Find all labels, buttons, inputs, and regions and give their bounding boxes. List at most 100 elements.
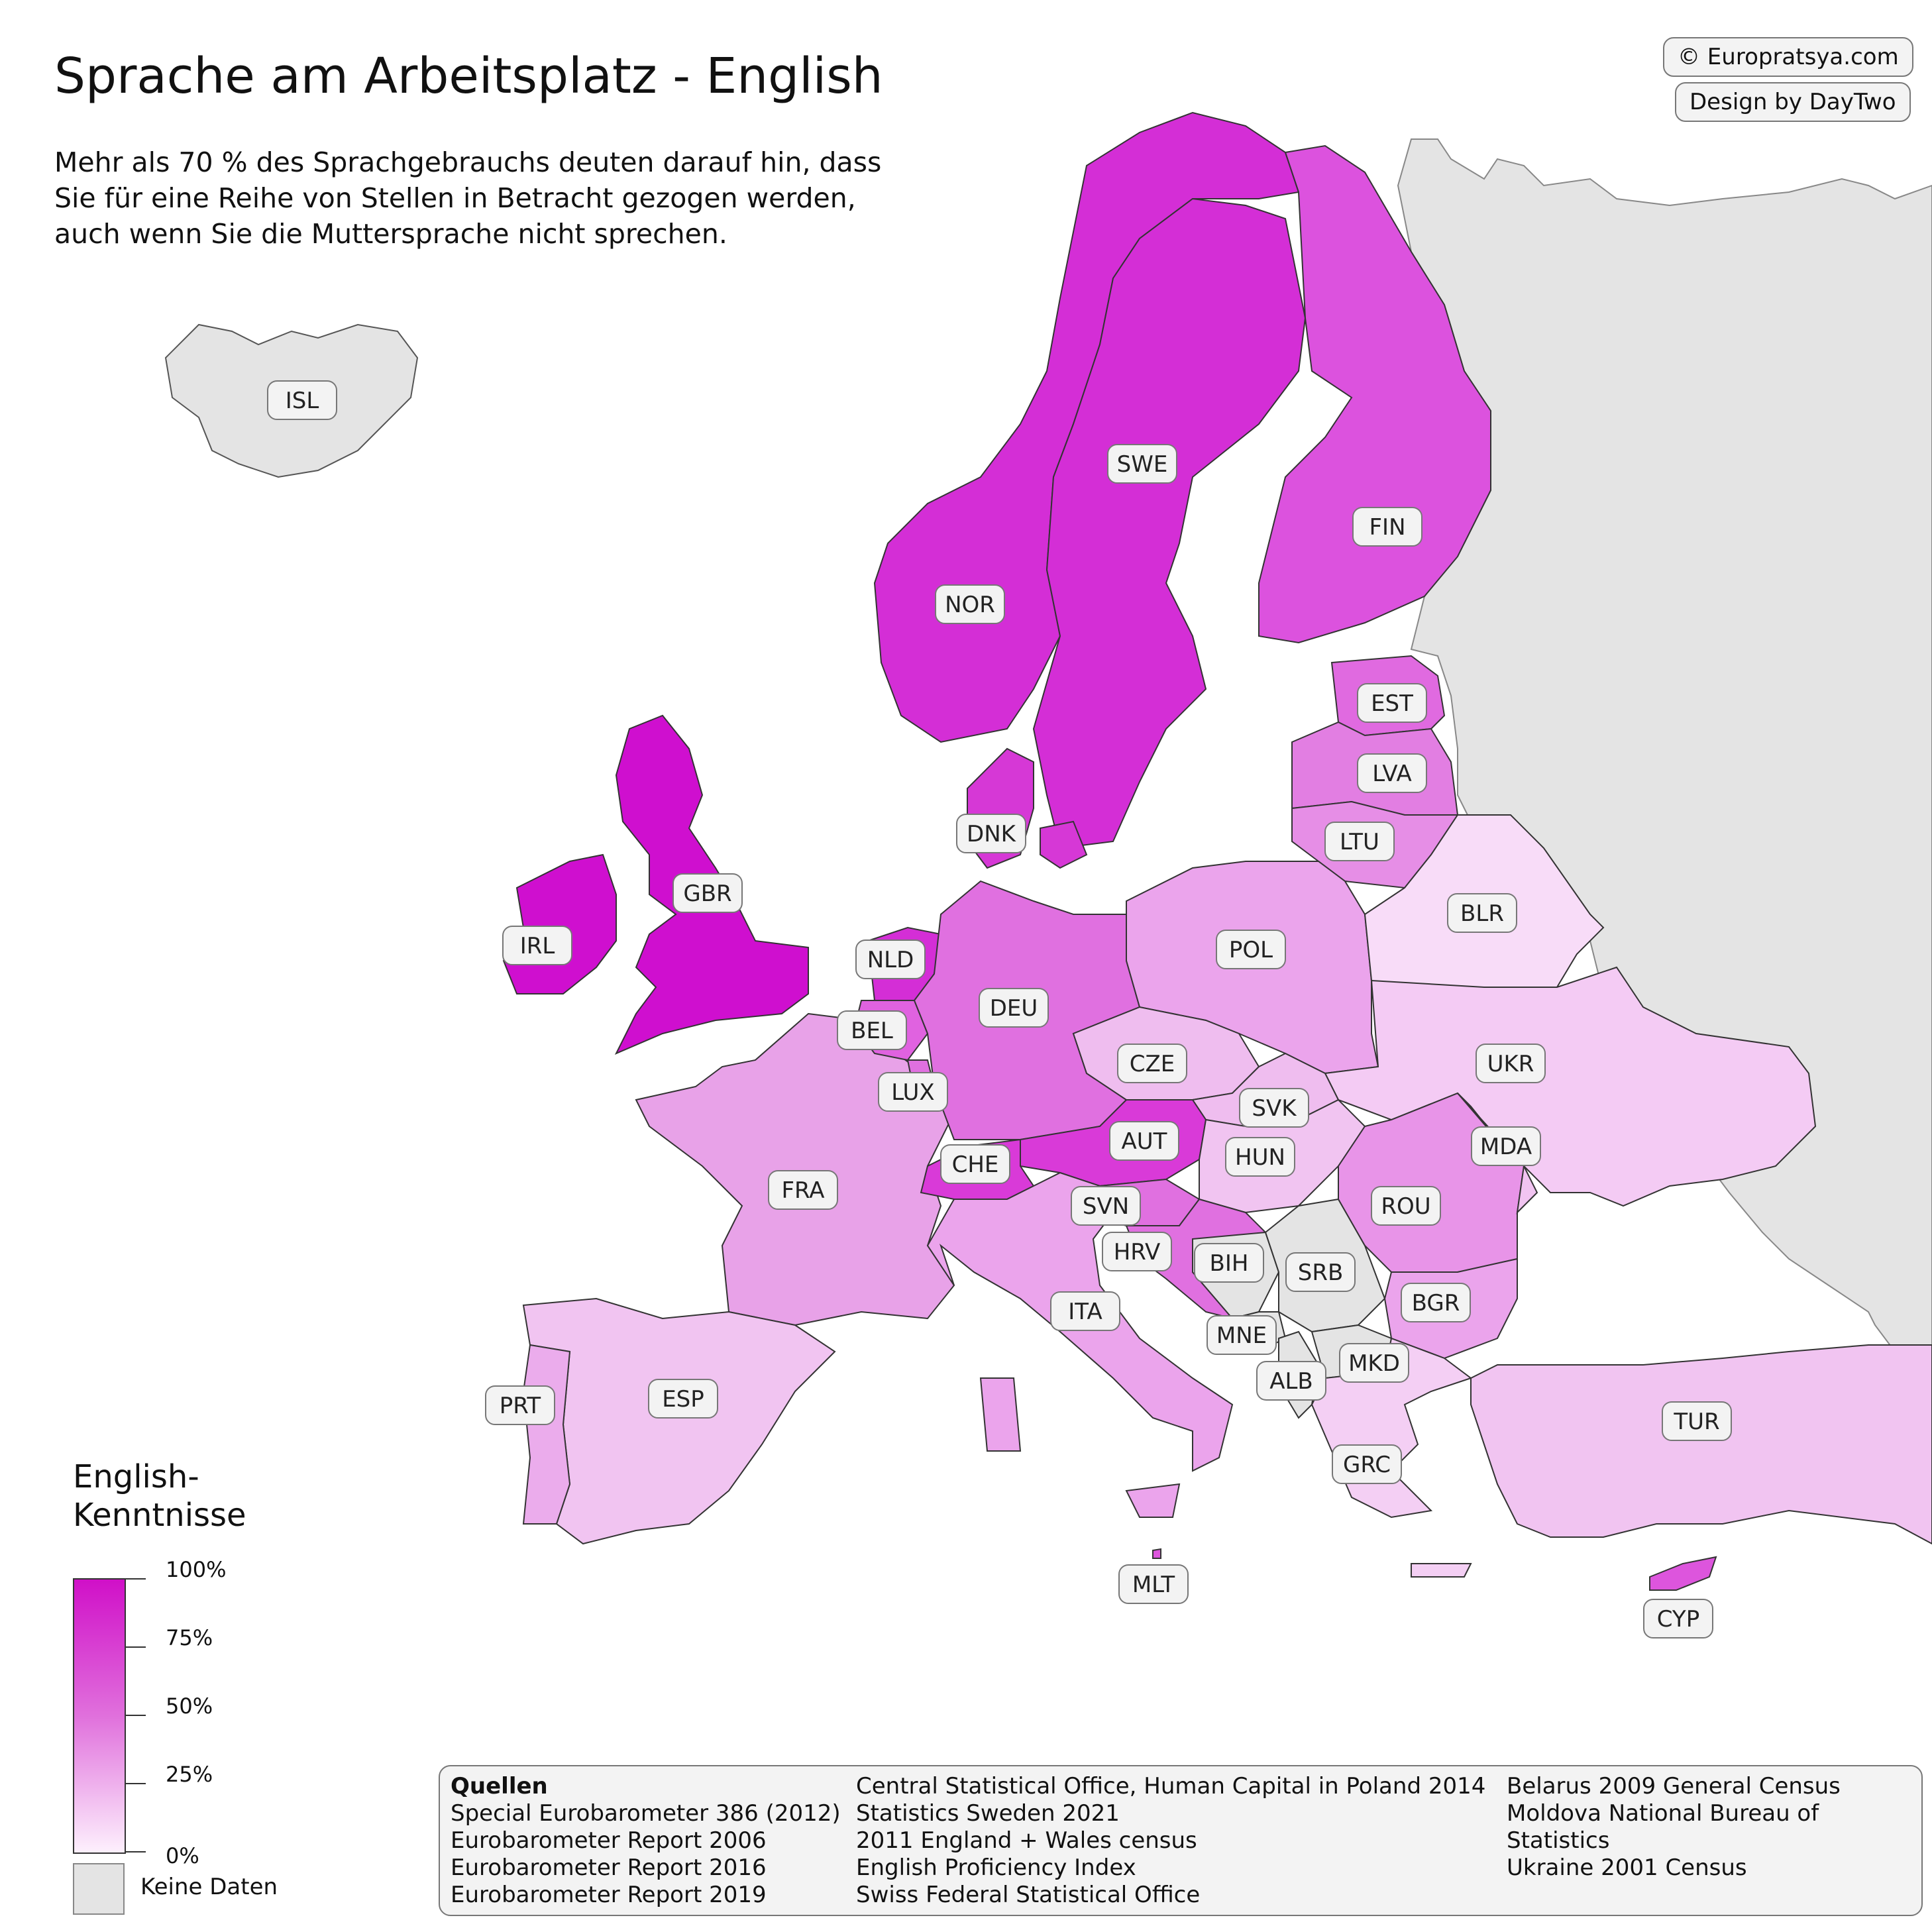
country-label-GRC: GRC — [1332, 1444, 1402, 1484]
country-code-text: CYP — [1657, 1606, 1699, 1633]
country-label-IRL: IRL — [502, 926, 572, 965]
legend-tick-label: 0% — [166, 1843, 199, 1868]
country-label-HRV: HRV — [1102, 1232, 1172, 1271]
sources-column-1: Quellen Special Eurobarometer 386 (2012)… — [451, 1773, 841, 1909]
legend-tick-label: 75% — [166, 1625, 213, 1650]
country-label-FIN: FIN — [1352, 507, 1422, 547]
country-UKR — [1324, 966, 1817, 1207]
country-label-FRA: FRA — [768, 1170, 838, 1210]
legend-title-line2: Kenntnisse — [73, 1497, 246, 1534]
country-PRT — [522, 1344, 571, 1525]
legend-tick — [125, 1646, 146, 1648]
country-label-CZE: CZE — [1117, 1044, 1187, 1083]
country-labels: ISL NOR SWE FIN EST LVA LTU DNK GBR IRL NLD BEL LUX D… — [267, 380, 1732, 1638]
country-code-text: MLT — [1132, 1572, 1175, 1598]
legend-tick — [125, 1578, 146, 1580]
legend-tick-label: 100% — [166, 1557, 227, 1582]
country-code-text: GBR — [683, 881, 731, 907]
country-label-BGR: BGR — [1401, 1283, 1471, 1322]
country-label-ISL: ISL — [267, 380, 337, 420]
country-code-text: SWE — [1117, 451, 1168, 478]
source-item: Swiss Federal Statistical Office — [856, 1882, 1201, 1908]
sources-column-2: Central Statistical Office, Human Capita… — [856, 1773, 1485, 1909]
legend-tick-label: 50% — [166, 1693, 213, 1719]
source-item: Central Statistical Office, Human Capita… — [856, 1773, 1486, 1799]
country-TUR — [1470, 1344, 1932, 1545]
country-ITA — [926, 1171, 1234, 1518]
country-code-text: NOR — [945, 592, 995, 618]
sources-column-3: Belarus 2009 General Census Moldova Nati… — [1507, 1773, 1921, 1882]
country-code-text: DNK — [967, 821, 1017, 847]
legend-title: English- Kenntnisse — [73, 1458, 246, 1534]
country-code-text: ITA — [1068, 1299, 1102, 1325]
country-label-SWE: SWE — [1107, 444, 1177, 484]
legend-tick — [125, 1715, 146, 1716]
country-label-NOR: NOR — [935, 584, 1005, 624]
credit-design: Design by DayTwo — [1675, 82, 1911, 122]
country-code-text: BLR — [1460, 900, 1504, 927]
legend-no-data-swatch — [73, 1863, 125, 1915]
country-CYP — [1649, 1556, 1717, 1591]
source-item: 2011 England + Wales census — [856, 1827, 1197, 1854]
country-label-NLD: NLD — [855, 939, 926, 979]
country-label-ALB: ALB — [1256, 1361, 1326, 1401]
country-label-BEL: BEL — [837, 1010, 907, 1050]
country-code-text: LVA — [1372, 761, 1412, 787]
country-code-text: PRT — [500, 1393, 541, 1419]
country-label-LTU: LTU — [1324, 822, 1395, 861]
country-code-text: LUX — [891, 1079, 934, 1106]
source-item: Special Eurobarometer 386 (2012) — [451, 1800, 841, 1827]
country-code-text: MKD — [1348, 1350, 1400, 1377]
country-code-text: IRL — [520, 933, 555, 959]
country-label-DEU: DEU — [979, 988, 1049, 1028]
country-code-text: SVK — [1252, 1095, 1297, 1122]
country-label-GBR: GBR — [672, 873, 743, 913]
source-item: Belarus 2009 General Census — [1507, 1773, 1841, 1799]
country-code-text: MDA — [1480, 1134, 1532, 1160]
country-label-CYP: CYP — [1643, 1599, 1713, 1638]
country-label-ITA: ITA — [1050, 1291, 1120, 1331]
country-code-text: SVN — [1083, 1193, 1129, 1220]
country-label-POL: POL — [1216, 930, 1286, 969]
country-label-TUR: TUR — [1662, 1401, 1732, 1441]
legend-no-data-label: Keine Daten — [140, 1874, 278, 1900]
country-ESP — [522, 1297, 836, 1545]
country-code-text: AUT — [1122, 1128, 1167, 1155]
country-label-LUX: LUX — [878, 1072, 948, 1112]
country-code-text: BIH — [1210, 1250, 1249, 1277]
country-label-ESP: ESP — [648, 1379, 718, 1419]
country-code-text: EST — [1371, 690, 1413, 717]
country-label-UKR: UKR — [1476, 1044, 1546, 1083]
country-label-PRT: PRT — [485, 1385, 555, 1425]
legend-tick-label: 25% — [166, 1762, 213, 1787]
country-code-text: ISL — [286, 388, 319, 414]
country-code-text: FIN — [1369, 514, 1405, 541]
map-title: Sprache am Arbeitsplatz - English — [54, 48, 883, 105]
legend-color-bar — [73, 1578, 126, 1854]
country-label-MNE: MNE — [1207, 1315, 1277, 1355]
country-label-DNK: DNK — [956, 814, 1026, 853]
source-item: English Proficiency Index — [856, 1854, 1136, 1881]
country-label-ROU: ROU — [1371, 1186, 1441, 1226]
country-label-CHE: CHE — [940, 1144, 1010, 1184]
country-code-text: ROU — [1381, 1193, 1430, 1220]
country-code-text: BEL — [851, 1018, 893, 1044]
country-label-BIH: BIH — [1194, 1243, 1264, 1283]
legend-tick — [125, 1783, 146, 1784]
legend-title-line1: English- — [73, 1458, 199, 1495]
legend-tick — [125, 1851, 146, 1852]
country-label-HUN: HUN — [1225, 1137, 1295, 1177]
country-code-text: HRV — [1114, 1239, 1161, 1265]
source-item: Statistics Sweden 2021 — [856, 1800, 1120, 1827]
country-code-text: GRC — [1343, 1452, 1391, 1478]
credit-site: © Europratsya.com — [1663, 37, 1913, 77]
country-code-text: TUR — [1673, 1409, 1719, 1435]
country-code-text: SRB — [1298, 1260, 1344, 1286]
country-label-LVA: LVA — [1357, 753, 1427, 793]
source-item: Moldova National Bureau of Statistics — [1507, 1800, 1819, 1854]
country-label-MDA: MDA — [1471, 1126, 1541, 1166]
country-label-SVN: SVN — [1071, 1186, 1141, 1226]
source-item: Eurobarometer Report 2016 — [451, 1854, 767, 1881]
country-label-SVK: SVK — [1239, 1088, 1309, 1128]
